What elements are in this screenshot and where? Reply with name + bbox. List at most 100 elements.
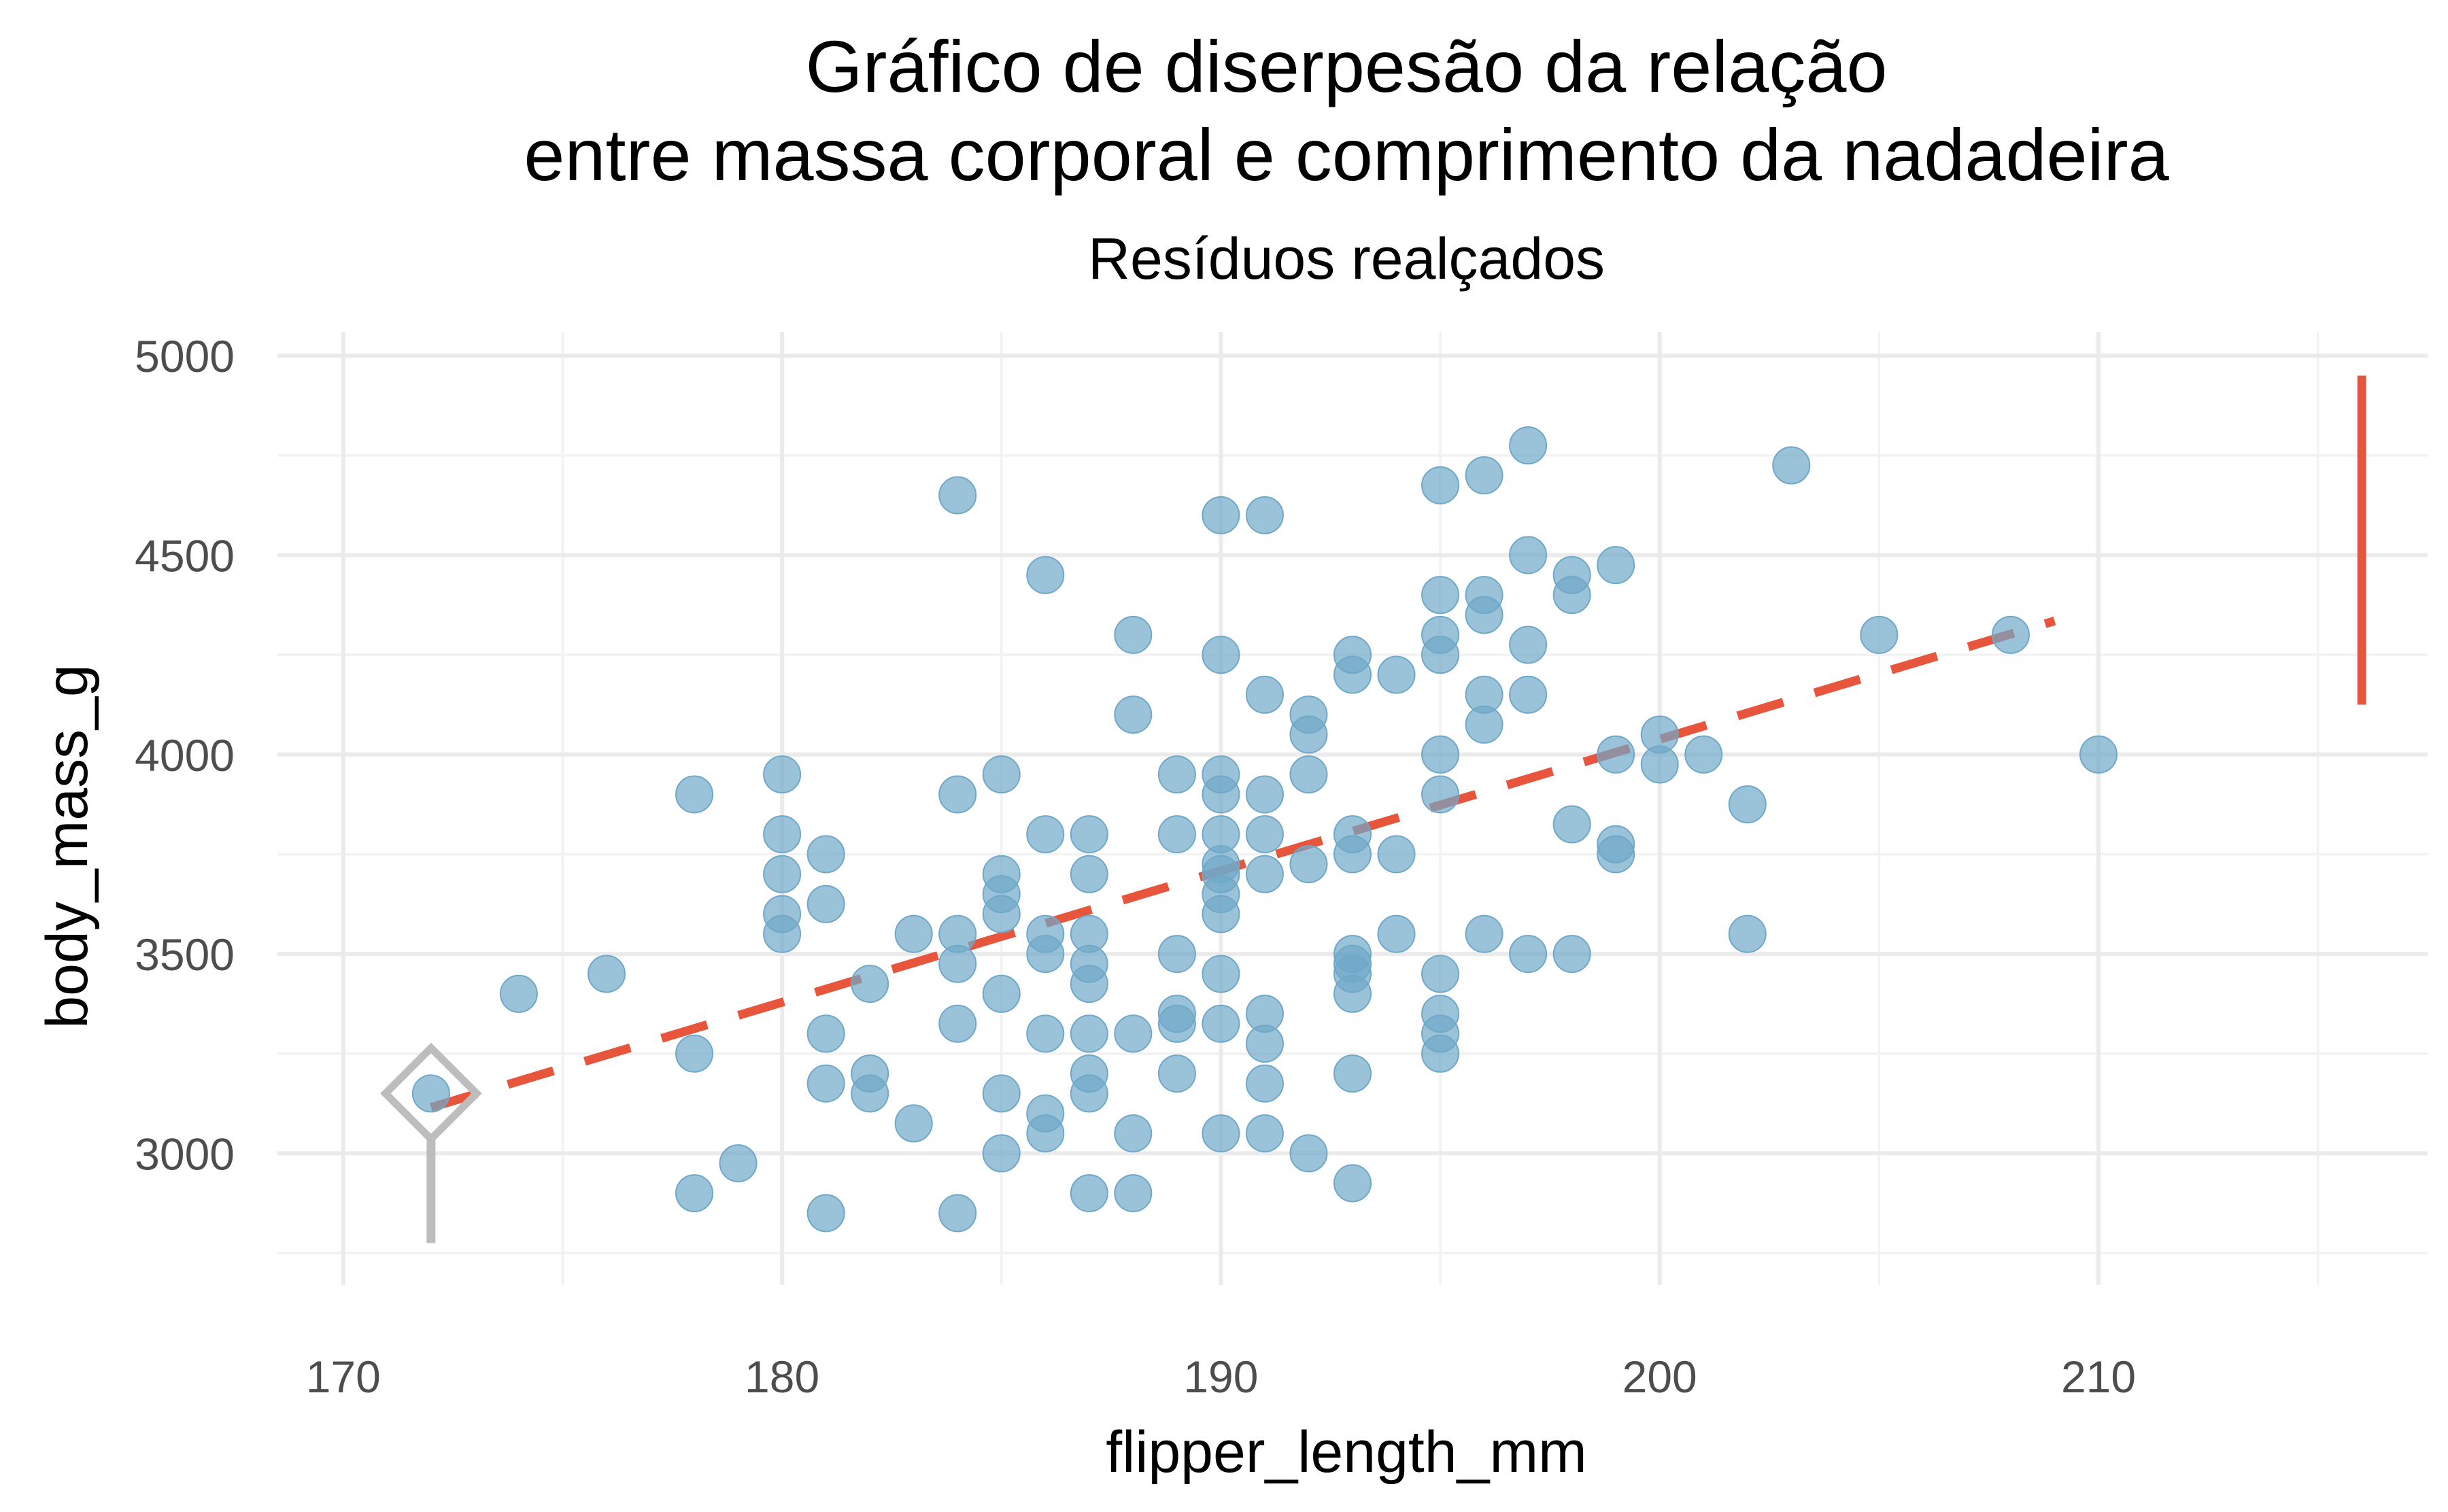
data-point [938,775,977,814]
data-point [938,1194,977,1233]
tick-labels: 170 180 190 200 210 3000 3500 4000 4500 5000 [135,331,2136,1402]
data-point [1684,735,1723,774]
x-tick-label: 210 [2061,1352,2136,1402]
data-point [1157,815,1196,854]
trend-line-layer [429,617,2056,1112]
data-point [1991,615,2030,654]
data-point [1245,1064,1284,1103]
data-point [938,1004,977,1043]
data-point [1333,655,1372,694]
grid [277,332,2428,1285]
data-point [675,1174,714,1213]
data-point [1333,835,1372,874]
data-point [851,1074,889,1113]
data-point [1114,615,1153,654]
data-point [1597,546,1635,585]
data-point [1421,735,1460,774]
data-point [1245,496,1284,534]
data-point [1245,855,1284,893]
data-point [1114,1174,1153,1213]
data-point [763,815,802,854]
data-point [719,1144,758,1183]
data-point [1289,715,1328,754]
data-point [1157,755,1196,794]
data-point [2079,735,2118,774]
data-point [1245,815,1284,854]
data-point [982,755,1021,794]
data-point [1465,456,1503,495]
data-point [1860,615,1899,654]
data-point [938,476,977,515]
data-point [1289,755,1328,794]
data-point [499,974,538,1013]
data-point [1421,775,1460,814]
annotations [380,375,2366,1243]
data-point [1509,625,1548,664]
data-points [411,426,2118,1233]
data-point [1245,1025,1284,1063]
data-point [1157,1004,1196,1043]
data-point [1026,1014,1065,1053]
data-point [1333,1054,1372,1093]
y-tick-label: 4000 [135,730,235,780]
data-point [1728,785,1767,824]
data-point [1114,1014,1153,1053]
data-point [1202,895,1240,933]
data-point [1026,555,1065,594]
data-point [1465,705,1503,744]
data-point [675,775,714,814]
y-axis-title: body_mass_g [35,664,100,1028]
data-point [1070,855,1108,893]
data-point [1289,845,1328,884]
data-point [894,1104,933,1143]
data-point [1157,935,1196,974]
y-tick-label: 4500 [135,531,235,581]
data-point [587,955,626,993]
data-point [763,755,802,794]
data-point [1552,576,1591,615]
data-point [1202,1004,1240,1043]
x-axis-title: flipper_length_mm [1106,1420,1586,1485]
data-point [1509,675,1548,714]
data-point [1728,914,1767,953]
chart-title-line1: Gráfico de diserpesão da relação [806,25,1888,107]
data-point [1070,965,1108,1003]
data-point [1070,1074,1108,1113]
data-point [763,855,802,893]
data-point [1333,1164,1372,1203]
data-point [1114,1114,1153,1153]
data-point [982,895,1021,933]
data-point [1421,466,1460,504]
data-point [1597,735,1635,774]
data-point [1421,636,1460,674]
y-tick-label: 3500 [135,929,235,980]
data-point [1552,935,1591,974]
data-point [1421,955,1460,993]
data-point [806,884,845,923]
data-point [763,914,802,953]
data-point [1202,496,1240,534]
data-point [1421,576,1460,615]
x-tick-label: 170 [306,1352,381,1402]
data-point [1070,1174,1108,1213]
data-point [806,1064,845,1103]
data-point [982,1134,1021,1173]
trend-line [429,617,2056,1112]
data-point [851,965,889,1003]
data-point [1377,914,1416,953]
data-point [1026,935,1065,974]
data-point [1070,815,1108,854]
data-point [1552,805,1591,844]
data-point [1377,835,1416,874]
data-point [894,914,933,953]
data-point [1465,596,1503,634]
data-point [1202,1114,1240,1153]
data-point [1202,955,1240,993]
data-point [982,1074,1021,1113]
data-point [1289,1134,1328,1173]
data-point [1157,1054,1196,1093]
data-point [1465,914,1503,953]
data-point [1509,935,1548,974]
data-point [1026,815,1065,854]
